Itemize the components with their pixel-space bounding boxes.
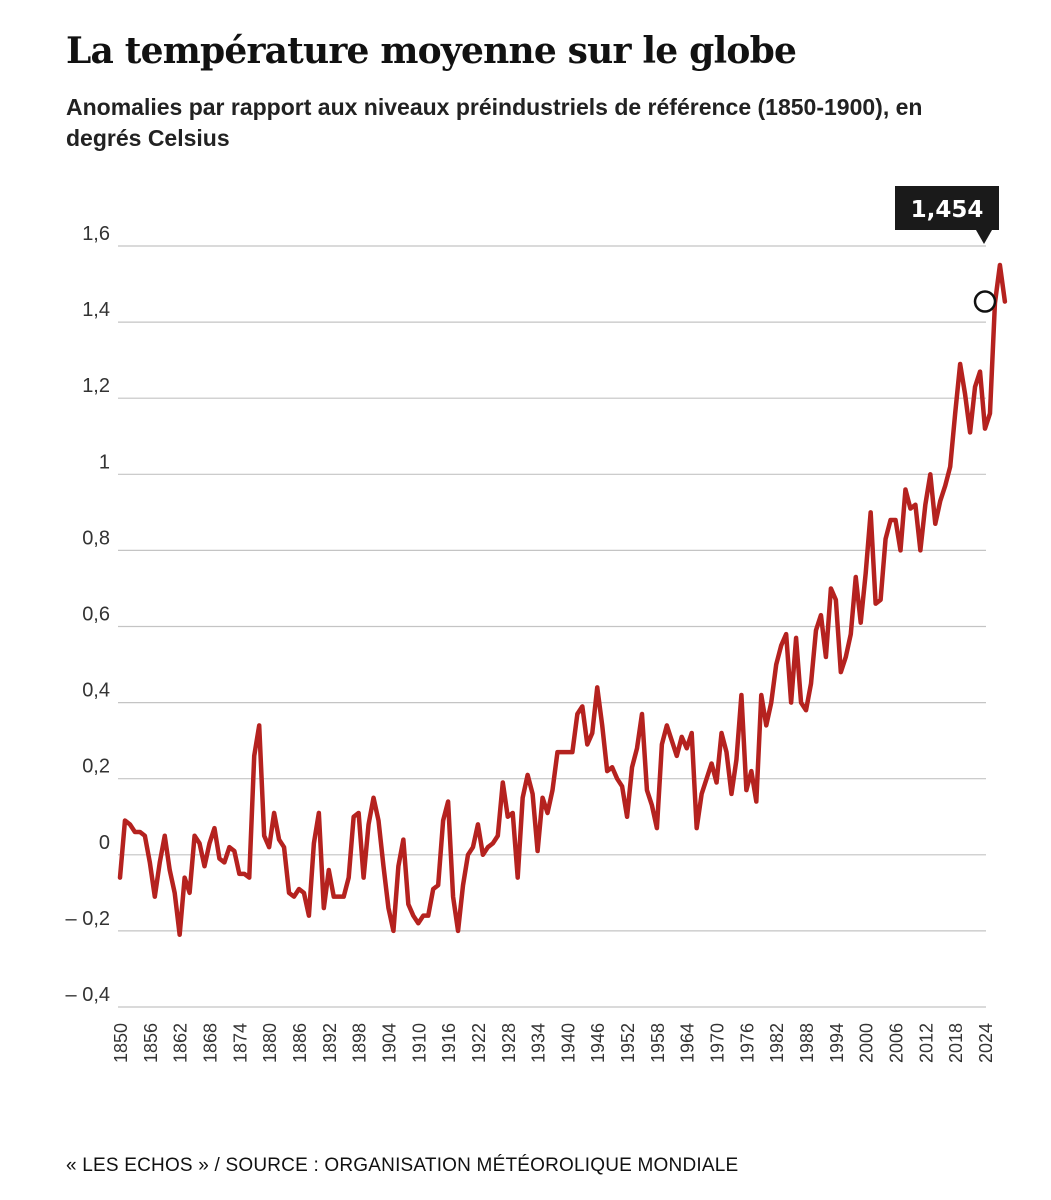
x-tick-label: 1892 (320, 1023, 340, 1063)
callout-label: 1,454 (911, 197, 984, 223)
y-tick-label: 0,8 (82, 527, 110, 549)
callout-pointer (976, 230, 992, 244)
x-tick-label: 1898 (350, 1023, 370, 1063)
x-tick-label: 2000 (857, 1023, 877, 1063)
x-tick-label: 1886 (290, 1023, 310, 1063)
y-tick-label: 0 (99, 832, 110, 854)
chart-subtitle: Anomalies par rapport aux niveaux préind… (66, 94, 923, 151)
x-tick-label: 1994 (827, 1023, 847, 1063)
y-tick-label: 1 (99, 451, 110, 473)
x-tick-label: 1856 (141, 1023, 161, 1063)
x-tick-label: 1958 (648, 1023, 668, 1063)
x-tick-label: 2024 (976, 1023, 996, 1063)
x-tick-label: 2006 (887, 1023, 907, 1063)
y-tick-label: 1,6 (82, 223, 110, 245)
x-tick-label: 1976 (737, 1023, 757, 1063)
x-tick-label: 1862 (171, 1023, 191, 1063)
y-tick-label: 0,6 (82, 604, 110, 626)
x-tick-label: 1904 (379, 1023, 399, 1063)
y-tick-label: 0,4 (82, 680, 110, 702)
x-tick-label: 1934 (529, 1023, 549, 1063)
temperature-anomaly-line (117, 262, 1008, 937)
x-tick-label: 1940 (558, 1023, 578, 1063)
y-tick-label: 0,2 (82, 756, 110, 778)
y-tick-label: – 0,4 (66, 984, 110, 1006)
last-value-marker (973, 290, 997, 313)
callout-box (895, 186, 999, 230)
x-tick-label: 1868 (200, 1023, 220, 1063)
x-tick-label: 1988 (797, 1023, 817, 1063)
x-tick-label: 1910 (409, 1023, 429, 1063)
x-tick-label: 1982 (767, 1023, 787, 1063)
x-tick-label: 1952 (618, 1023, 638, 1063)
x-tick-label: 1922 (469, 1023, 489, 1063)
chart-title: La température moyenne sur le globe (66, 30, 797, 72)
x-tick-label: 1964 (678, 1023, 698, 1063)
x-tick-label: 1970 (708, 1023, 728, 1063)
y-tick-label: – 0,2 (66, 908, 110, 930)
x-tick-label: 1946 (588, 1023, 608, 1063)
x-tick-label: 1880 (260, 1023, 280, 1063)
x-tick-label: 1928 (499, 1023, 519, 1063)
x-tick-label: 2012 (916, 1023, 936, 1063)
x-tick-label: 1850 (111, 1023, 131, 1063)
x-tick-label: 1916 (439, 1023, 459, 1063)
x-tick-label: 1874 (230, 1023, 250, 1063)
source-credit: « LES ECHOS » / SOURCE : ORGANISATION MÉ… (66, 1155, 739, 1176)
x-tick-label: 2018 (946, 1023, 966, 1063)
y-tick-label: 1,2 (82, 375, 110, 397)
y-tick-label: 1,4 (82, 299, 110, 321)
